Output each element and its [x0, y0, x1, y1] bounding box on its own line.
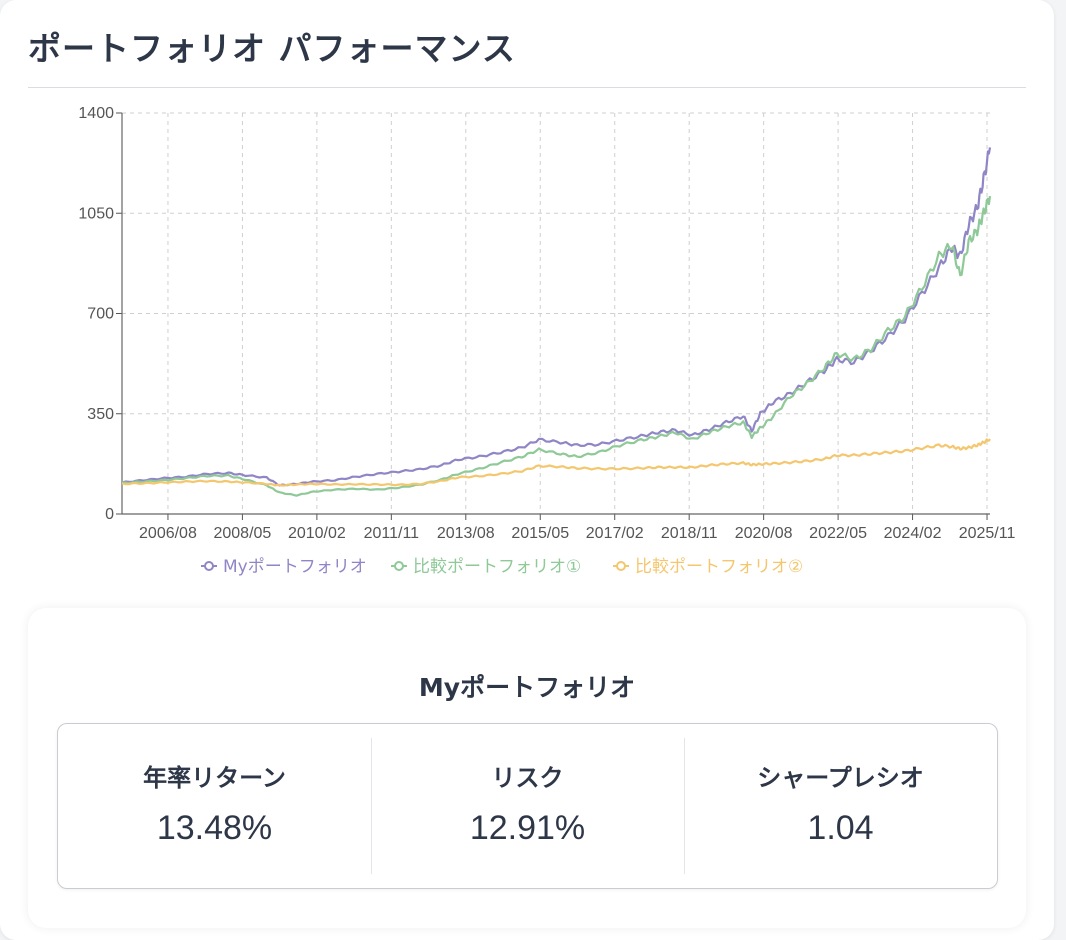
legend-item-comparison-portfolio-1[interactable]: 比較ポートフォリオ①: [391, 557, 581, 577]
y-tick-label: 350: [87, 406, 114, 423]
series-line-my-portfolio: [121, 147, 992, 487]
y-tick-label: 1400: [78, 105, 114, 122]
metric-value: 1.04: [807, 809, 874, 847]
legend-marker-icon: [394, 561, 404, 571]
x-tick-label: 2020/08: [735, 525, 793, 542]
legend-label: Myポートフォリオ: [223, 557, 367, 577]
performance-chart: 0 350 700 1050 1400 2006/08 2008/05 2010/02 2011…: [78, 105, 1015, 577]
legend-marker-icon: [616, 561, 626, 571]
chart-axes: 0 350 700 1050 1400 2006/08 2008/05 2010/02 2011…: [78, 105, 1015, 542]
x-tick-label: 2018/11: [661, 525, 718, 542]
x-tick-label: 2022/05: [809, 525, 867, 542]
title-divider: [28, 87, 1026, 88]
chart-legend[interactable]: Myポートフォリオ 比較ポートフォリオ① 比較ポートフォリオ②: [201, 557, 803, 577]
metric-sharpe-ratio: シャープレシオ 1.04: [684, 724, 997, 888]
legend-item-comparison-portfolio-2[interactable]: 比較ポートフォリオ②: [613, 557, 803, 577]
y-tick-label: 700: [87, 306, 114, 323]
legend-marker-icon: [204, 561, 214, 571]
metric-label: シャープレシオ: [757, 764, 924, 792]
legend-item-my-portfolio[interactable]: Myポートフォリオ: [201, 557, 367, 577]
metric-label: 年率リターン: [143, 764, 286, 792]
y-tick-label: 0: [105, 506, 114, 523]
x-tick-label: 2008/05: [213, 525, 271, 542]
x-tick-label: 2006/08: [139, 525, 197, 542]
stats-title: Myポートフォリオ: [418, 673, 636, 702]
x-tick-label: 2013/08: [437, 525, 495, 542]
x-tick-label: 2010/02: [288, 525, 346, 542]
series-line-comparison-portfolio-1: [122, 195, 992, 497]
chart-grid: [122, 112, 990, 515]
x-tick-label: 2011/11: [364, 525, 420, 542]
legend-label: 比較ポートフォリオ①: [413, 557, 581, 577]
x-tick-label: 2025/11: [959, 525, 1016, 542]
page-title: ポートフォリオ パフォーマンス: [28, 29, 516, 68]
metric-value: 13.48%: [156, 809, 273, 847]
legend-label: 比較ポートフォリオ②: [635, 557, 803, 577]
x-tick-label: 2024/02: [884, 525, 942, 542]
series-line-comparison-portfolio-2: [121, 438, 991, 487]
y-tick-label: 1050: [78, 205, 114, 222]
x-tick-label: 2015/05: [511, 525, 569, 542]
metrics-panel: 年率リターン 13.48% リスク 12.91% シャープレシオ 1.04: [57, 723, 998, 889]
metric-value: 12.91%: [469, 809, 586, 847]
metric-risk: リスク 12.91%: [371, 724, 684, 888]
metric-annual-return: 年率リターン 13.48%: [58, 724, 371, 888]
metric-label: リスク: [491, 764, 564, 792]
x-tick-label: 2017/02: [586, 525, 644, 542]
chart-series: [121, 147, 992, 497]
